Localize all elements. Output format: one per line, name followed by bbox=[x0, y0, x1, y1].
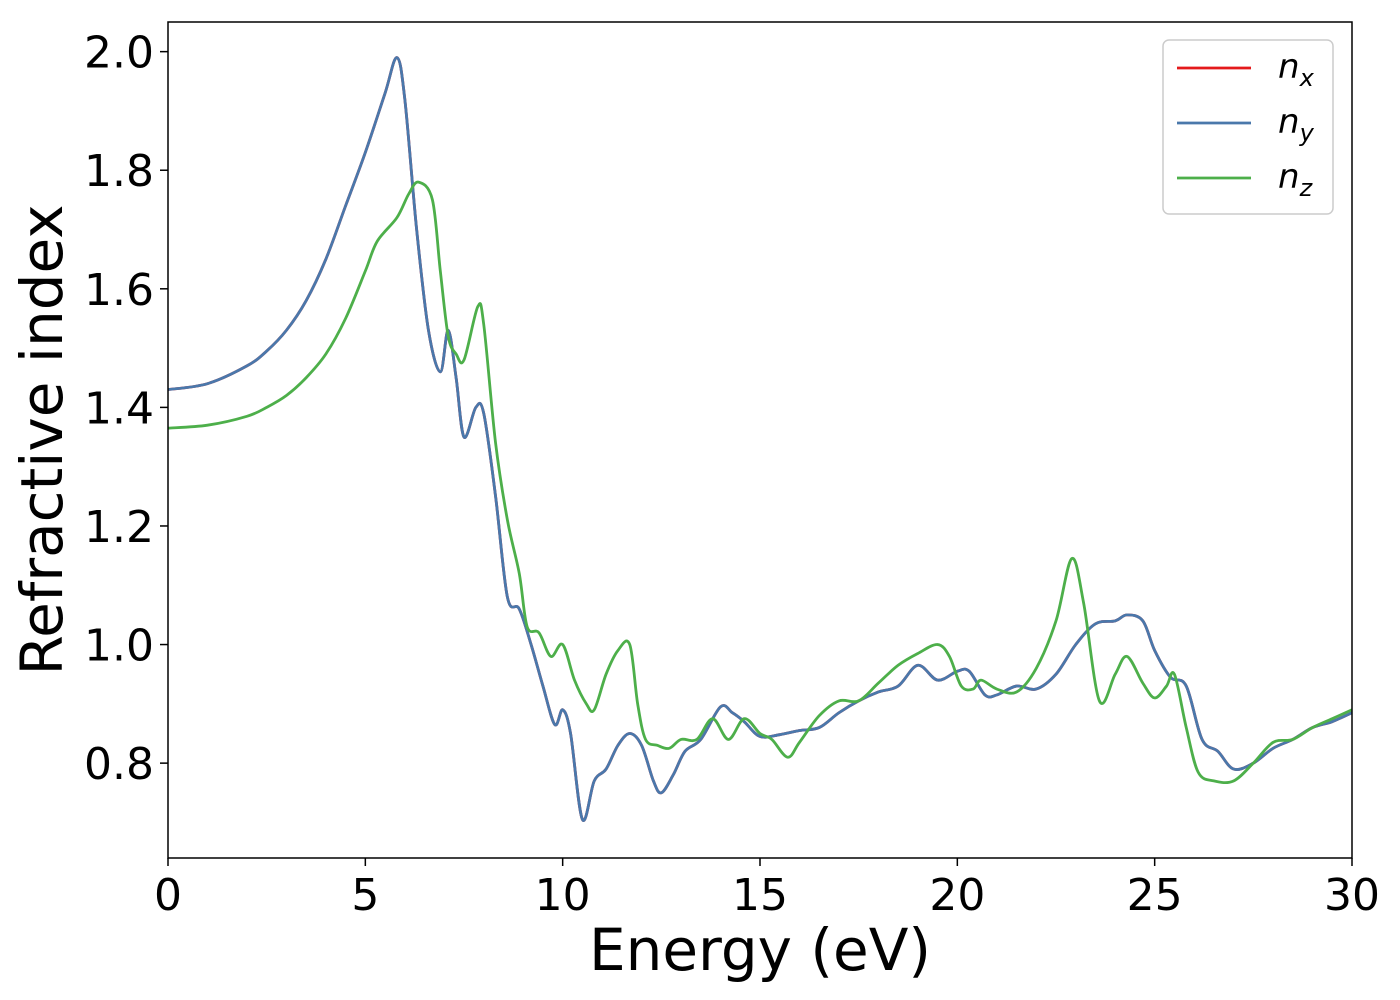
x-tick-label: 25 bbox=[1127, 870, 1183, 921]
x-tick-label: 5 bbox=[351, 870, 379, 921]
y-tick-label: 1.2 bbox=[84, 502, 154, 553]
x-axis-title: Energy (eV) bbox=[589, 916, 931, 984]
x-tick-label: 10 bbox=[535, 870, 591, 921]
y-tick-label: 2.0 bbox=[84, 28, 154, 79]
y-axis-title: Refractive index bbox=[8, 204, 76, 675]
series-layer bbox=[168, 56, 1352, 822]
x-tick-label: 15 bbox=[732, 870, 788, 921]
legend-box bbox=[1162, 39, 1334, 215]
x-axis: 0 5 10 15 20 25 30 bbox=[154, 858, 1380, 921]
legend-subscript: x bbox=[1299, 64, 1315, 92]
series-line-n-y bbox=[168, 56, 1352, 822]
y-tick-label: 1.4 bbox=[84, 383, 154, 434]
y-axis: 0.8 1.0 1.2 1.4 1.6 1.8 2.0 bbox=[84, 28, 168, 790]
x-tick-label: 0 bbox=[154, 870, 182, 921]
y-tick-label: 1.0 bbox=[84, 621, 154, 672]
y-tick-label: 0.8 bbox=[84, 739, 154, 790]
y-tick-label: 1.8 bbox=[84, 146, 154, 197]
x-tick-label: 30 bbox=[1324, 870, 1380, 921]
x-tick-label: 20 bbox=[929, 870, 985, 921]
y-tick-label: 1.6 bbox=[84, 265, 154, 316]
series-line-n-z bbox=[168, 180, 1352, 785]
legend-subscript: z bbox=[1299, 174, 1314, 202]
legend-subscript: y bbox=[1299, 119, 1315, 147]
